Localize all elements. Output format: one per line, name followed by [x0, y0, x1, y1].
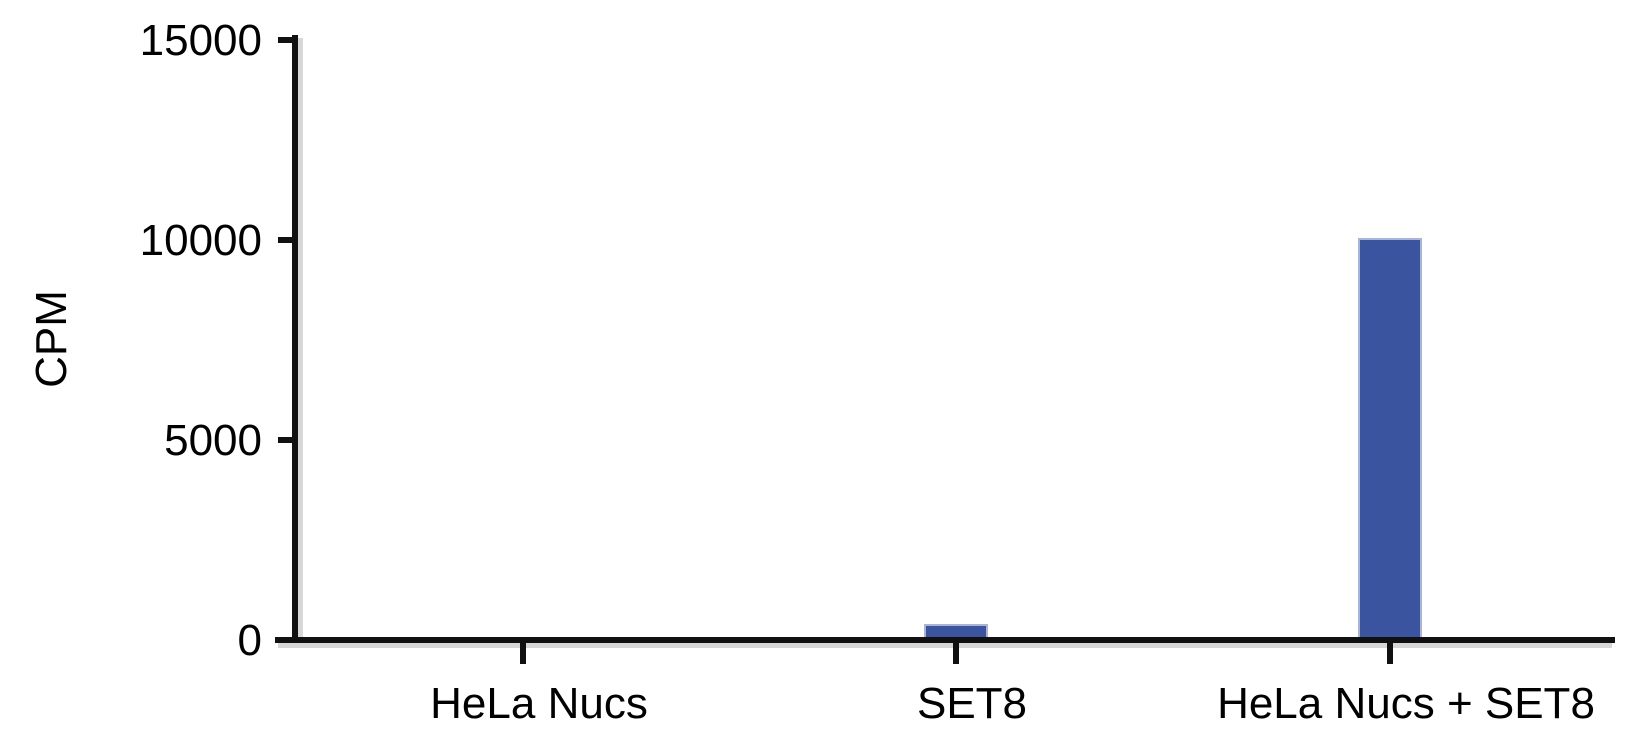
y-tick-label: 5000 — [164, 416, 262, 465]
x-ticks-group: HeLa Nucs SET8 HeLa Nucs + SET8 — [430, 640, 1595, 728]
y-ticks-group: 0 5000 10000 15000 — [140, 16, 298, 665]
x-category-label: HeLa Nucs — [430, 679, 648, 728]
y-tick-label: 15000 — [140, 16, 262, 65]
y-tick-label: 0 — [238, 616, 262, 665]
y-axis-title: CPM — [27, 290, 76, 388]
x-category-label: HeLa Nucs + SET8 — [1217, 679, 1595, 728]
bar — [1360, 240, 1420, 640]
bars-group — [924, 238, 1422, 640]
y-tick-label: 10000 — [140, 216, 262, 265]
bar — [926, 626, 986, 640]
x-category-label: SET8 — [917, 679, 1027, 728]
